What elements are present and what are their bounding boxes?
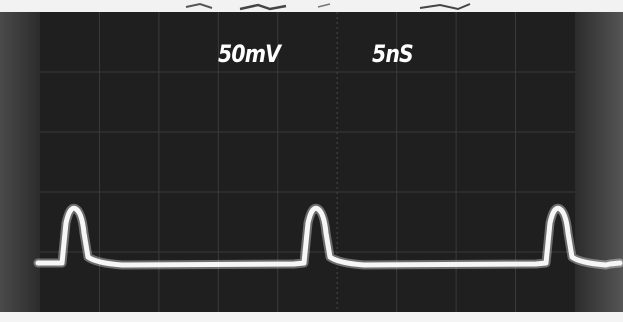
time-per-div-label: 5nS [372,40,414,68]
volts-per-div-label: 50mV [218,40,281,68]
photo-bottom-margin [0,312,623,322]
handwritten-scrawl [0,0,623,14]
bezel-left-edge [0,12,40,312]
waveform-trace [35,205,623,268]
